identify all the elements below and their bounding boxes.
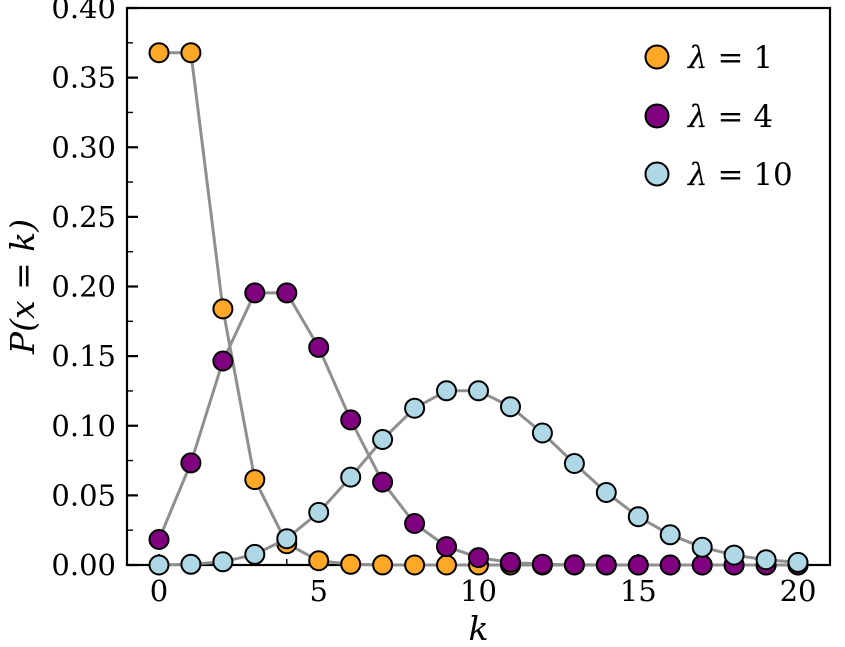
data-point-marker [723, 544, 745, 566]
data-point-marker [563, 554, 585, 576]
data-point-marker [691, 554, 713, 576]
data-point-marker [595, 482, 617, 503]
y-tick-label: 0.35 [51, 61, 116, 95]
data-point-marker [563, 453, 585, 474]
x-tick-label: 15 [620, 574, 657, 608]
data-point-marker [755, 549, 777, 571]
y-tick-label: 0.25 [51, 200, 116, 234]
data-point-marker [244, 543, 266, 565]
data-point-marker [212, 551, 234, 573]
data-point-marker [531, 422, 553, 444]
data-point-marker [244, 469, 266, 491]
data-point-marker [148, 529, 170, 550]
data-point-marker [627, 554, 649, 576]
series-markers [148, 380, 809, 576]
data-point-marker [372, 471, 394, 493]
data-point-marker [372, 554, 394, 576]
y-tick-label: 0.05 [51, 478, 116, 512]
y-tick-label: 0.40 [51, 0, 116, 25]
data-point-marker [500, 396, 521, 418]
legend-label: λ = 10 [686, 157, 793, 193]
x-tick-label: 10 [460, 574, 497, 608]
data-point-marker [180, 553, 202, 575]
data-point-marker [787, 551, 809, 573]
data-point-marker [276, 528, 298, 550]
y-axis-label: P(x = k) [3, 219, 42, 355]
data-point-marker [340, 466, 362, 488]
data-point-marker [468, 380, 489, 402]
data-point-marker [244, 282, 266, 304]
data-point-marker [148, 42, 170, 64]
y-tick-label: 0.20 [51, 270, 116, 304]
y-tick-label: 0.10 [51, 409, 116, 443]
data-point-marker [404, 554, 426, 576]
x-axis-label: k [469, 609, 489, 647]
data-point-marker [212, 298, 234, 320]
legend-marker [644, 44, 670, 70]
data-point-marker [659, 524, 681, 546]
y-tick-label: 0.15 [51, 339, 116, 373]
data-point-marker [180, 452, 202, 474]
legend-marker [644, 161, 670, 187]
data-point-marker [308, 550, 330, 572]
legend-marker [644, 103, 670, 129]
data-point-marker [595, 554, 617, 576]
data-point-marker [531, 553, 553, 575]
data-point-marker [340, 553, 362, 575]
data-point-marker [500, 551, 521, 573]
y-tick-label: 0.00 [51, 548, 116, 582]
data-point-marker [691, 536, 713, 558]
data-point-marker [659, 554, 681, 576]
y-tick-label: 0.30 [51, 130, 116, 164]
data-point-marker [436, 554, 457, 576]
x-tick-label: 5 [310, 574, 328, 608]
data-point-marker [468, 547, 489, 569]
data-point-marker [404, 513, 426, 534]
data-point-marker [372, 429, 394, 450]
data-point-marker [627, 506, 649, 528]
data-point-marker [212, 350, 234, 372]
data-point-marker [180, 42, 202, 64]
legend: λ = 1 λ = 4 λ = 10 [644, 40, 793, 193]
data-point-marker [340, 409, 362, 431]
x-tick-label: 0 [150, 574, 168, 608]
legend-label: λ = 1 [686, 40, 773, 76]
data-point-marker [308, 501, 330, 523]
x-tick-label: 20 [780, 574, 817, 608]
data-point-marker [404, 397, 426, 419]
data-point-marker [148, 554, 170, 576]
data-point-marker [308, 336, 330, 358]
data-point-marker [436, 380, 457, 402]
data-point-marker [436, 536, 457, 558]
data-point-marker [276, 282, 298, 304]
legend-label: λ = 4 [686, 99, 773, 135]
